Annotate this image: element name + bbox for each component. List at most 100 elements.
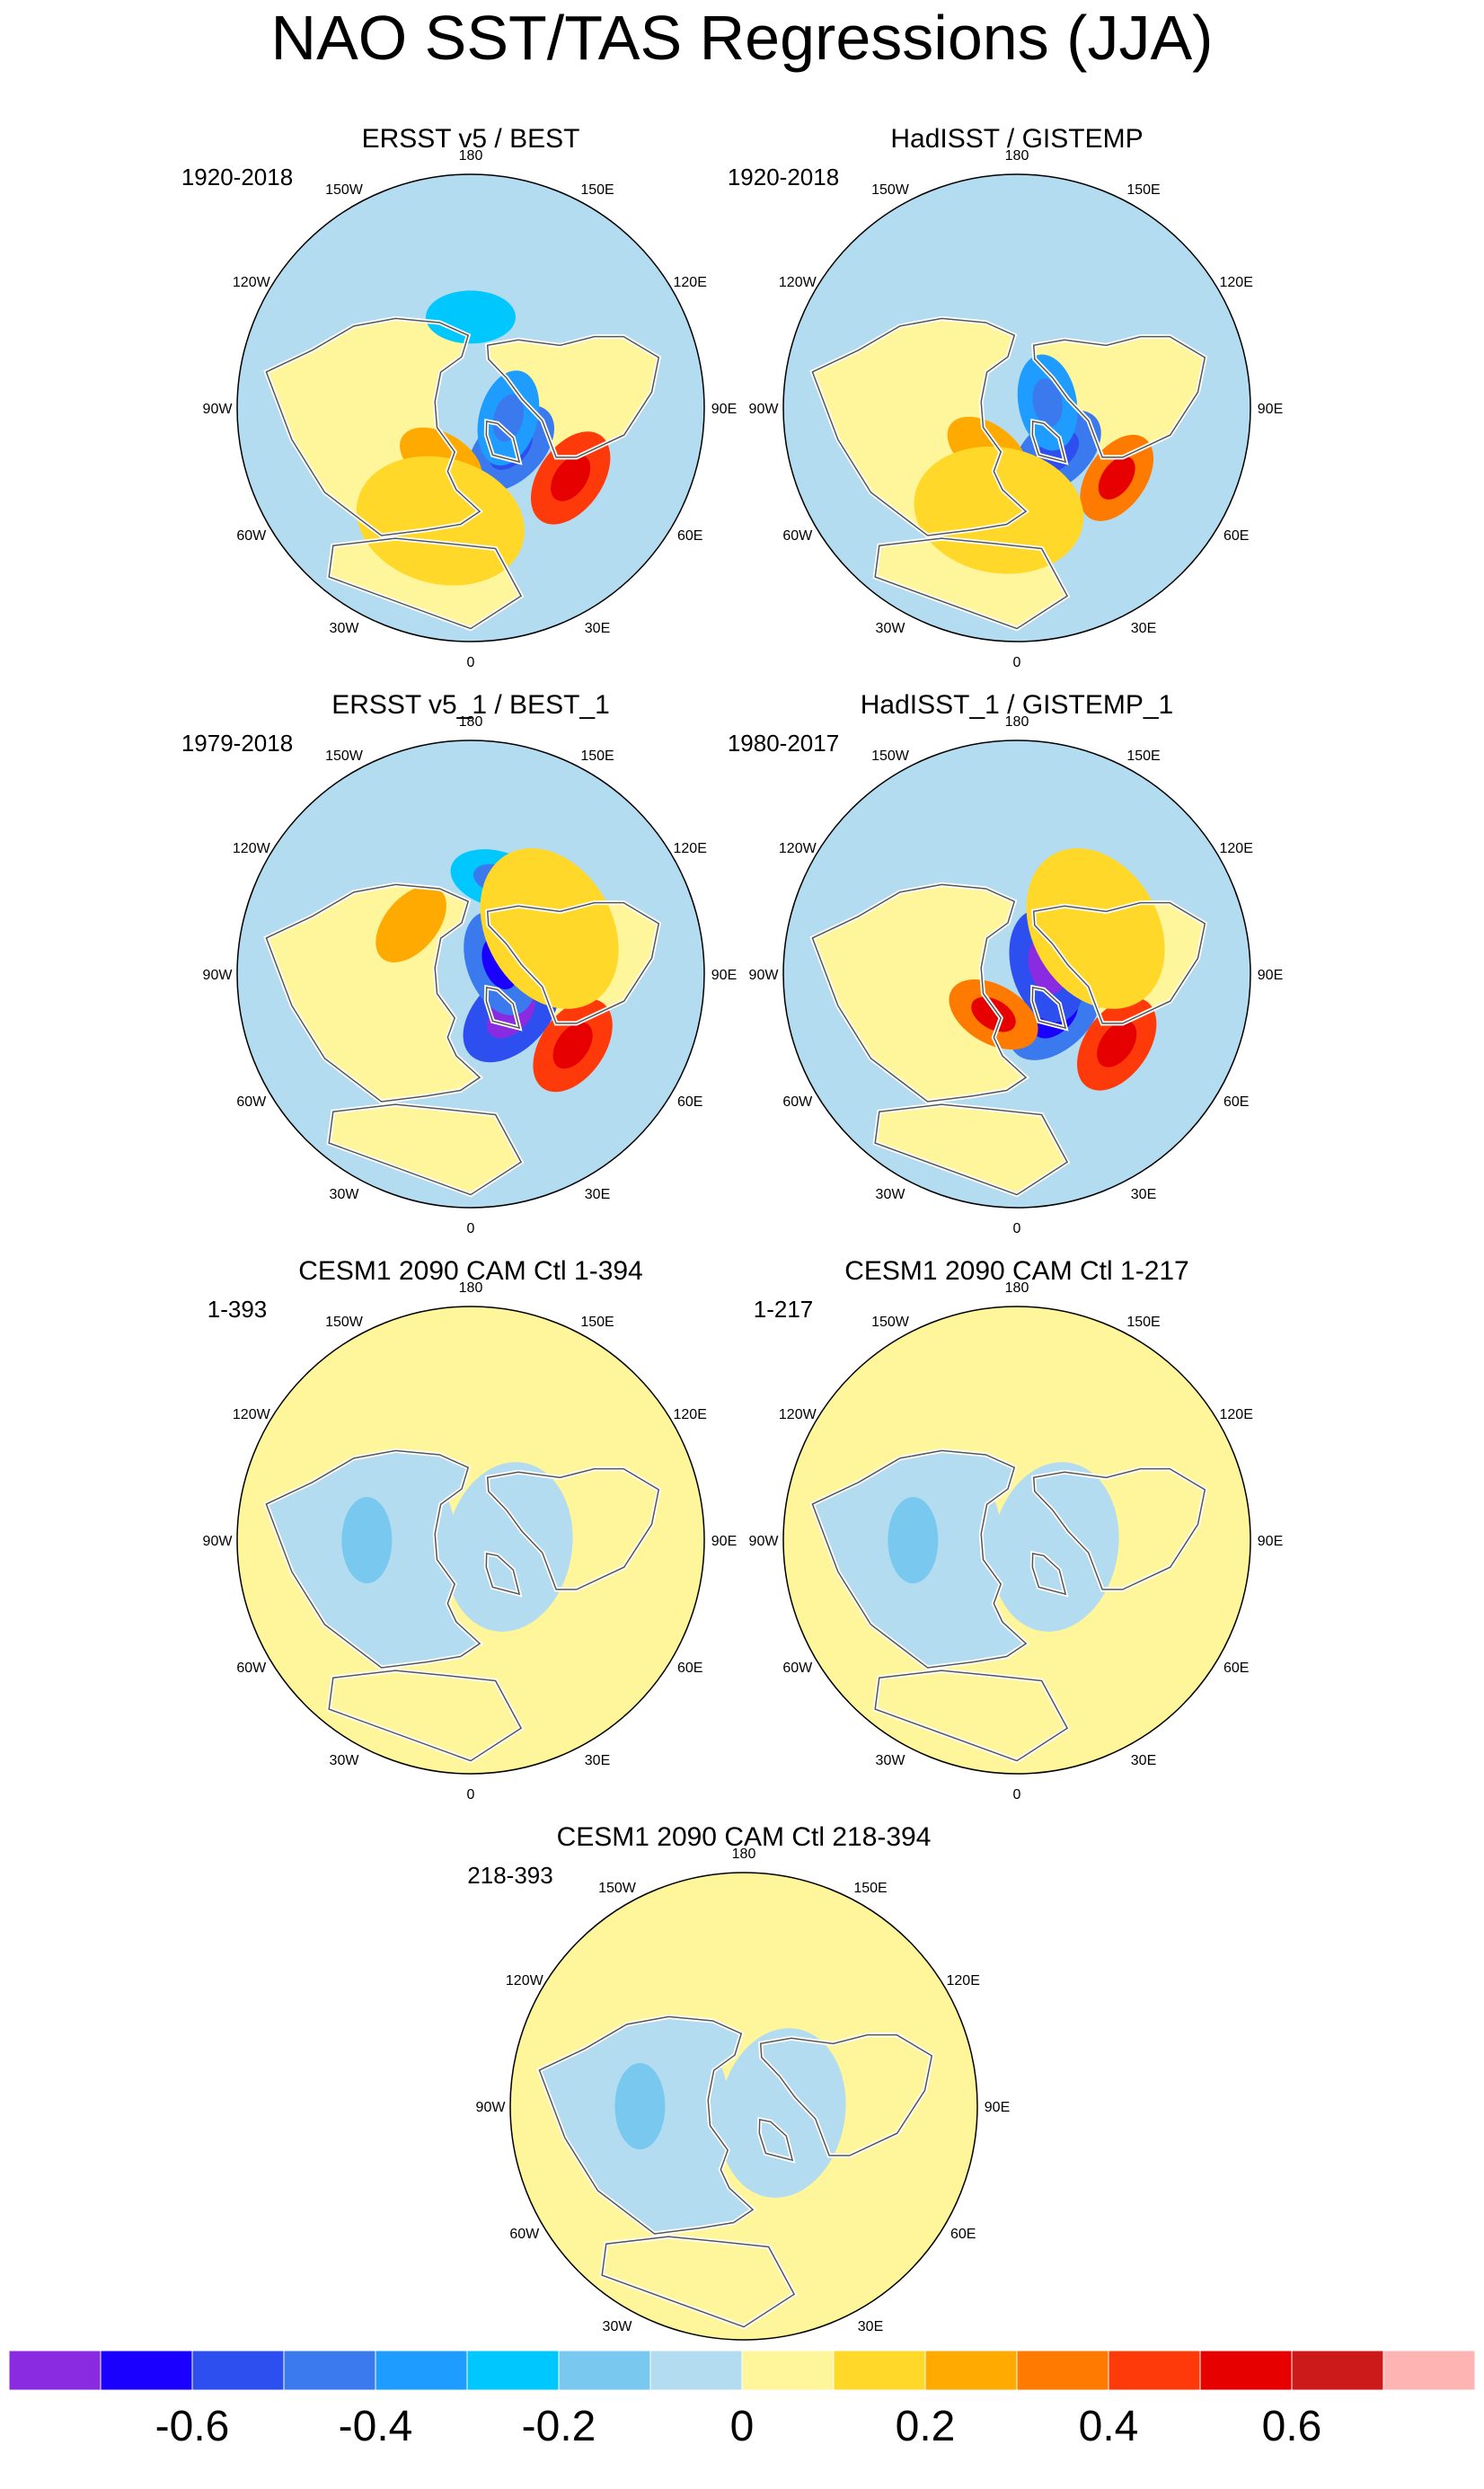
longitude-label: 30W [876,1187,906,1202]
longitude-label: 30E [585,1187,610,1202]
panel-period: 1920-2018 [181,164,293,190]
longitude-label: 60W [509,2227,540,2242]
longitude-label: 150W [325,182,364,198]
coastline [486,901,660,1024]
longitude-label: 150W [325,1315,364,1330]
map-panel-4: HadISST_1 / GISTEMP_1 1980-2017 180 150E 120… [728,690,1283,1236]
longitude-label: 60W [782,1661,813,1676]
longitude-label: 120E [1220,841,1253,856]
anomaly-core [1032,378,1063,427]
panel-period: 218-393 [467,1862,552,1889]
map-field [783,174,1250,642]
colorbar-swatch [100,2350,193,2391]
anomaly-region [876,1455,1003,1625]
coastline [1032,901,1206,1024]
map-field [237,1307,704,1774]
coastline [811,1449,1028,1669]
colorbar-swatch [375,2350,468,2391]
land-region [602,2237,795,2327]
longitude-label: 180 [459,1280,483,1296]
land-region [329,1104,522,1195]
colorbar-swatch [1382,2350,1476,2391]
colorbar-tick-label: -0.4 [339,2403,413,2450]
anomaly-region [603,2021,729,2192]
longitude-label: 90W [203,968,234,983]
longitude-label: 90E [1258,402,1283,417]
map-field [237,174,704,642]
longitude-label: 150E [1126,1315,1160,1330]
longitude-label: 90E [711,968,737,983]
longitude-label: 0 [467,655,475,670]
longitude-label: 150E [580,1315,614,1330]
panel-period: 1-217 [754,1296,814,1323]
longitude-label: 30E [585,1753,610,1768]
map-border [236,740,705,1209]
longitude-label: 90W [476,2100,507,2115]
longitude-label: 30W [876,621,906,636]
longitude-label: 30E [1131,1753,1156,1768]
anomaly-region [1026,847,1165,1009]
land-region [487,336,659,457]
map-border [509,1872,978,2341]
anomaly-core [551,455,591,501]
map-border [782,1306,1251,1775]
longitude-label: 150W [325,748,364,764]
map-panel-3: ERSST v5_1 / BEST_1 1979-2018 180 150E 120E 9… [181,690,737,1236]
coastline [538,2015,755,2235]
coastline [1031,420,1067,464]
longitude-label: 150W [871,1315,910,1330]
colorbar-swatch [1108,2350,1201,2391]
longitude-label: 30W [876,1753,906,1768]
longitude-label: 180 [1005,714,1029,730]
colorbar: -0.6 -0.4 -0.2 0 0.2 0.4 0.6 [8,2350,1476,2450]
anomaly-region [426,290,516,344]
colorbar-swatch [741,2350,835,2391]
coastline [759,2033,933,2157]
panel-title: CESM1 2090 CAM Ctl 1-394 [298,1256,643,1286]
coastline [874,537,1069,630]
longitude-label: 150W [871,182,910,198]
longitude-label: 60W [236,1094,267,1110]
colorbar-tick-label: -0.2 [522,2403,596,2450]
panel-period: 1-393 [208,1296,268,1323]
anomaly-region [341,1497,393,1583]
panel-period: 1980-2017 [728,730,839,757]
panel-period: 1920-2018 [728,164,839,190]
colorbar-swatch [924,2350,1018,2391]
longitude-label: 90E [1258,1534,1283,1549]
longitude-label: 120W [233,1407,271,1422]
coastline [486,1467,660,1590]
longitude-label: 120E [674,841,707,856]
longitude-label: 150E [580,748,614,764]
longitude-label: 60E [677,528,702,544]
colorbar-swatch [1199,2350,1293,2391]
coastline [328,537,523,630]
longitude-label: 30E [1131,1187,1156,1202]
map-panel-5: CESM1 2090 CAM Ctl 1-394 1-393 180 150E 120E… [203,1256,738,1803]
longitude-label: 120E [1220,1407,1253,1422]
anomaly-region [356,456,525,586]
panel-title: HadISST_1 / GISTEMP_1 [861,690,1173,720]
anomaly-region [445,1462,573,1632]
longitude-label: 60E [1223,1661,1249,1676]
longitude-label: 90W [749,968,780,983]
anomaly-region [888,1497,939,1583]
longitude-label: 90W [203,402,234,417]
coastline [1032,1467,1206,1590]
longitude-label: 90E [711,402,737,417]
map-field [237,740,704,1208]
panel-title: ERSST v5_1 / BEST_1 [331,690,610,720]
anomaly-core [971,996,1016,1032]
longitude-label: 30W [330,1753,360,1768]
colorbar-tick-label: 0.4 [1079,2403,1139,2450]
panel-title: ERSST v5 / BEST [362,124,580,154]
land-region [1033,336,1206,457]
longitude-label: 30E [858,2319,883,2334]
land-region [329,1670,522,1761]
anomaly-core [492,394,525,442]
map-border [782,173,1251,642]
coastline [486,335,660,458]
longitude-label: 0 [1013,1221,1021,1236]
longitude-label: 60W [236,1661,267,1676]
